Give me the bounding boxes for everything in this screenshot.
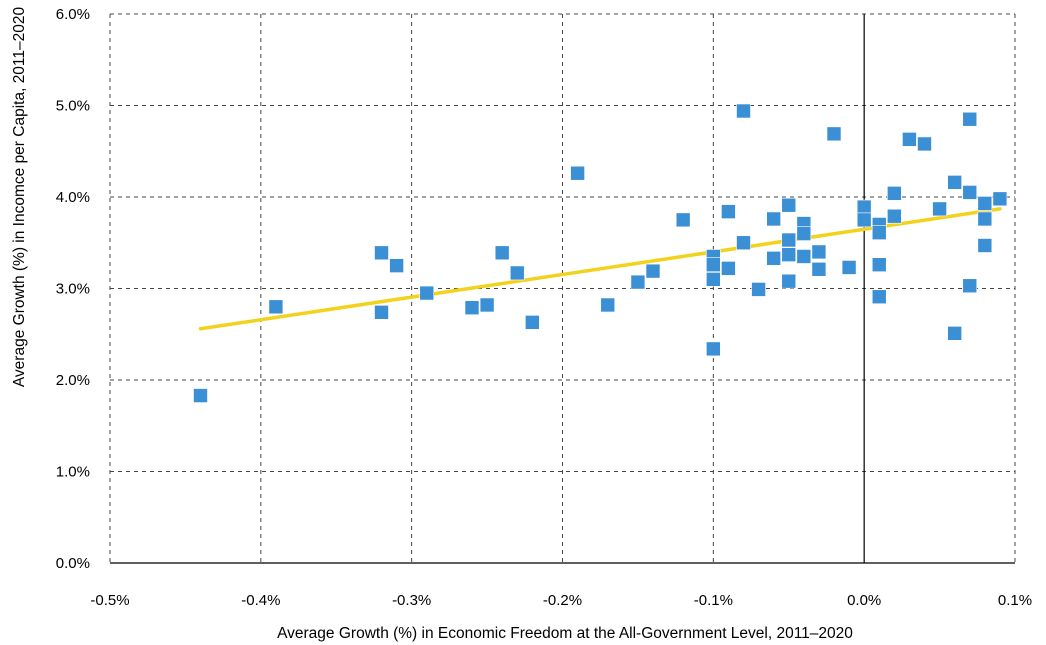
data-point-20 (721, 204, 736, 219)
data-point-9 (509, 265, 525, 281)
gridlines (110, 13, 1016, 563)
data-point-26 (766, 251, 781, 266)
y-axis-label: Average Growth (%) in Incomce per Capita… (11, 6, 28, 387)
data-point-3 (374, 304, 389, 320)
data-point-42 (871, 257, 887, 273)
data-point-27 (781, 197, 797, 213)
data-point-39 (856, 212, 872, 228)
data-point-33 (796, 249, 812, 264)
data-point-32 (796, 226, 812, 241)
data-point-14 (645, 263, 661, 279)
x-tick-label-0: -0.5% (90, 592, 129, 609)
data-point-51 (962, 111, 978, 127)
trendline-group (198, 207, 1002, 331)
data-point-50 (947, 326, 962, 341)
data-point-2 (374, 245, 389, 261)
y-tick-label-5: 5.0% (56, 98, 90, 115)
y-tick-label-2: 2.0% (56, 372, 90, 389)
x-tick-label-6: 0.1% (998, 592, 1032, 609)
y-tick-labels: 0.0% 1.0% 2.0% 3.0% 4.0% 5.0% 6.0% (56, 6, 90, 572)
data-point-25 (766, 211, 781, 227)
x-tick-label-4: -0.1% (694, 592, 733, 609)
x-tick-label-3: -0.2% (543, 592, 582, 609)
x-axis-label: Average Growth (%) in Economic Freedom a… (277, 625, 853, 642)
y-tick-label-6: 6.0% (56, 6, 90, 23)
y-tick-label-1: 1.0% (56, 464, 90, 481)
data-point-48 (932, 201, 947, 217)
data-point-44 (887, 186, 902, 201)
x-tick-labels: -0.5% -0.4% -0.3% -0.2% -0.1% 0.0% 0.1% (90, 592, 1032, 609)
data-point-56 (977, 238, 993, 253)
y-tick-label-0: 0.0% (56, 555, 90, 572)
data-point-19 (706, 341, 721, 357)
data-point-35 (811, 261, 827, 277)
data-point-12 (600, 297, 616, 313)
data-point-47 (917, 136, 932, 152)
data-point-24 (751, 282, 766, 297)
data-point-10 (525, 315, 540, 330)
data-point-5 (419, 285, 435, 301)
x-tick-label-1: -0.4% (241, 592, 280, 609)
data-point-55 (977, 211, 993, 227)
data-point-45 (887, 208, 902, 224)
data-point-29 (781, 247, 797, 262)
data-points (193, 103, 1008, 403)
data-point-4 (389, 258, 404, 273)
data-point-36 (826, 126, 842, 142)
data-point-57 (992, 191, 1008, 207)
data-point-43 (871, 289, 887, 305)
data-point-7 (479, 297, 495, 313)
data-point-18 (706, 272, 721, 287)
y-tick-label-4: 4.0% (56, 189, 90, 206)
data-point-11 (570, 165, 585, 181)
data-point-49 (947, 175, 962, 190)
x-tick-label-2: -0.3% (392, 592, 431, 609)
trendline (198, 207, 1002, 331)
data-point-17 (706, 257, 721, 273)
data-point-22 (736, 103, 751, 119)
data-point-21 (721, 261, 736, 276)
data-point-52 (962, 185, 978, 200)
data-point-1 (268, 299, 284, 315)
data-point-37 (841, 260, 857, 275)
data-point-15 (675, 212, 691, 228)
axes (109, 14, 1015, 564)
data-point-28 (781, 232, 797, 248)
data-point-38 (856, 199, 872, 215)
data-point-41 (871, 225, 887, 240)
y-tick-label-3: 3.0% (56, 281, 90, 298)
data-point-54 (977, 196, 993, 211)
x-tick-label-5: 0.0% (847, 592, 881, 609)
data-point-34 (811, 244, 827, 260)
data-point-53 (962, 278, 978, 294)
data-point-6 (464, 300, 480, 316)
data-point-0 (193, 388, 208, 403)
data-point-23 (736, 235, 751, 251)
data-point-8 (494, 245, 510, 261)
data-point-30 (781, 273, 797, 289)
data-point-13 (630, 274, 646, 290)
data-point-46 (902, 132, 917, 147)
